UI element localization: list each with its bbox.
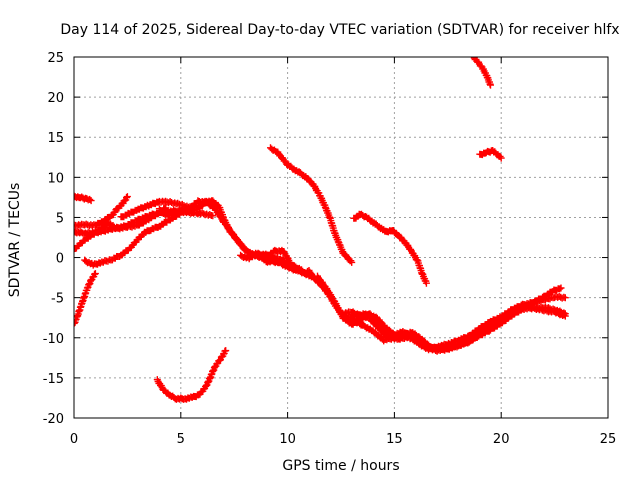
y-tick-label: 20 bbox=[47, 91, 64, 106]
x-tick-label: 15 bbox=[386, 432, 403, 447]
series-markers bbox=[348, 301, 569, 355]
x-tick-label: 5 bbox=[177, 432, 185, 447]
series-markers bbox=[267, 144, 356, 266]
series-markers bbox=[74, 204, 170, 253]
series-arc-12 bbox=[348, 301, 569, 355]
series-markers bbox=[476, 147, 505, 162]
x-tick-label: 25 bbox=[600, 432, 617, 447]
grid-lines bbox=[74, 57, 608, 418]
y-tick-label: 5 bbox=[56, 211, 64, 226]
series-arc-13 bbox=[267, 144, 356, 266]
y-tick-label: 10 bbox=[47, 171, 64, 186]
y-axis-label: SDTVAR / TECUs bbox=[7, 183, 23, 298]
series-arc-1 bbox=[74, 270, 99, 327]
x-tick-label: 10 bbox=[279, 432, 296, 447]
series-markers bbox=[74, 270, 99, 327]
series-markers bbox=[469, 57, 494, 89]
y-tick-label: -15 bbox=[43, 372, 64, 387]
series-arc-8 bbox=[155, 197, 300, 274]
series-markers bbox=[81, 207, 187, 269]
chart-title: Day 114 of 2025, Sidereal Day-to-day VTE… bbox=[60, 22, 619, 38]
plot-frame bbox=[73, 56, 609, 419]
series-arc-6 bbox=[81, 207, 187, 269]
series-arc-3 bbox=[74, 193, 131, 230]
series-arc-5 bbox=[74, 204, 170, 253]
y-tick-label: -5 bbox=[51, 292, 64, 307]
series-arc-2 bbox=[74, 192, 95, 205]
y-tick-label: 15 bbox=[47, 131, 64, 146]
y-tick-label: -20 bbox=[43, 412, 64, 427]
series-arc-16 bbox=[469, 57, 494, 89]
series-markers bbox=[153, 347, 230, 403]
y-tick-label: 25 bbox=[47, 51, 64, 66]
series-markers bbox=[350, 210, 430, 287]
axis-ticks: 0 5 10 15 20 25 -20 -15 -10 -5 0 5 10 15 20 25 bbox=[43, 51, 617, 447]
series-arc-17 bbox=[476, 147, 505, 162]
data-series bbox=[74, 57, 569, 403]
series-markers bbox=[74, 193, 131, 230]
series-arc-14 bbox=[350, 210, 430, 287]
x-tick-label: 20 bbox=[493, 432, 510, 447]
series-markers bbox=[155, 197, 300, 274]
x-axis-label: GPS time / hours bbox=[282, 458, 399, 474]
series-markers bbox=[74, 192, 95, 205]
series-arc-15 bbox=[153, 347, 230, 403]
x-tick-label: 0 bbox=[70, 432, 78, 447]
y-tick-label: 0 bbox=[56, 252, 64, 267]
y-tick-label: -10 bbox=[43, 332, 64, 347]
